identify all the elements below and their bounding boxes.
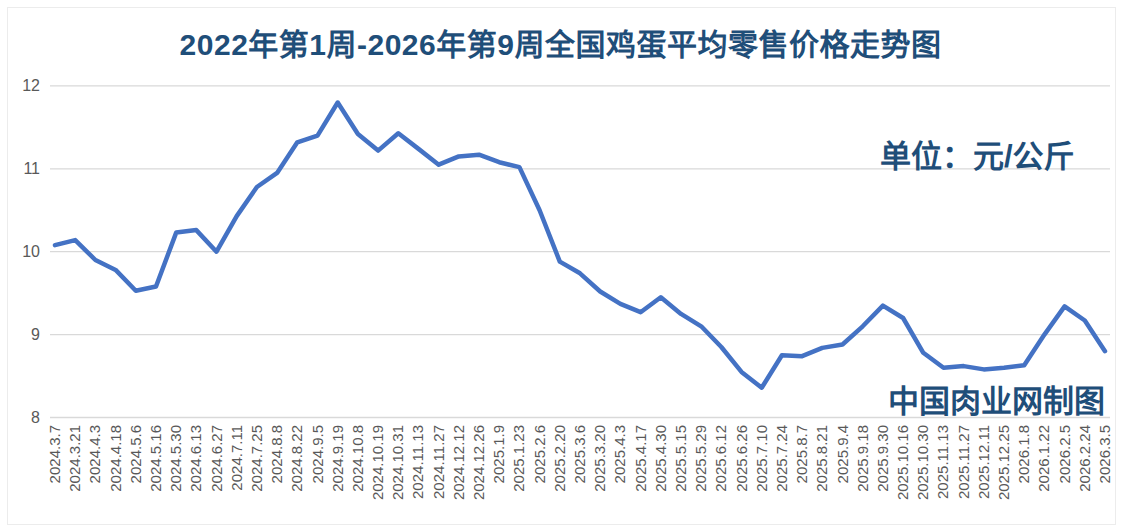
x-axis-tick-label: 2024.9.5 bbox=[309, 425, 327, 483]
x-axis-tick-label: 2024.5.6 bbox=[127, 425, 145, 483]
y-axis-tick-label: 9 bbox=[0, 324, 40, 346]
x-axis-tick-label: 2025.12.25 bbox=[995, 425, 1013, 500]
x-axis-tick-label: 2025.1.23 bbox=[510, 425, 528, 492]
x-axis-tick-label: 2025.10.16 bbox=[894, 425, 912, 500]
x-axis-tick-label: 2024.7.11 bbox=[228, 425, 246, 491]
x-axis-tick-label: 2025.8.7 bbox=[793, 425, 811, 483]
chart-title: 2022年第1周-2026年第9周全国鸡蛋平均零售价格走势图 bbox=[0, 20, 1121, 64]
x-axis-tick-label: 2026.1.22 bbox=[1035, 425, 1053, 492]
x-axis-tick-label: 2025.3.6 bbox=[571, 425, 589, 483]
watermark-label: 中国肉业网制图 bbox=[888, 376, 1105, 421]
x-axis-tick-label: 2024.8.8 bbox=[268, 425, 286, 483]
x-axis-tick-label: 2024.3.21 bbox=[66, 425, 84, 492]
x-axis-tick-label: 2025.7.10 bbox=[753, 425, 771, 492]
x-axis-tick-label: 2025.6.12 bbox=[712, 425, 730, 492]
x-axis-tick-label: 2024.12.12 bbox=[450, 425, 468, 500]
x-axis-tick-label: 2025.1.9 bbox=[490, 425, 508, 483]
x-axis-tick-label: 2024.7.25 bbox=[248, 425, 266, 492]
x-axis-tick-label: 2026.1.8 bbox=[1015, 425, 1033, 483]
x-axis-tick-label: 2025.9.4 bbox=[834, 425, 852, 483]
y-axis-tick-label: 11 bbox=[0, 158, 40, 180]
x-axis-tick-label: 2025.9.18 bbox=[854, 425, 872, 492]
x-axis-tick-label: 2025.6.26 bbox=[733, 425, 751, 492]
x-axis-tick-label: 2024.6.27 bbox=[208, 425, 226, 492]
x-axis-tick-label: 2024.4.18 bbox=[107, 425, 125, 492]
x-axis-tick-label: 2025.4.3 bbox=[611, 425, 629, 483]
y-axis-tick-label: 12 bbox=[0, 75, 40, 97]
x-axis-tick-label: 2024.11.13 bbox=[409, 425, 427, 499]
x-axis-tick-label: 2025.11.27 bbox=[955, 425, 973, 499]
x-axis-tick-label: 2024.10.8 bbox=[349, 425, 367, 492]
x-axis-tick-label: 2024.9.19 bbox=[329, 425, 347, 492]
x-axis-tick-label: 2024.10.31 bbox=[389, 425, 407, 500]
x-axis-tick-label: 2025.3.20 bbox=[591, 425, 609, 492]
x-axis-tick-label: 2025.2.20 bbox=[551, 425, 569, 492]
x-axis-tick-label: 2026.2.5 bbox=[1056, 425, 1074, 483]
x-axis-tick-label: 2024.4.3 bbox=[86, 425, 104, 483]
x-axis-tick-label: 2025.9.30 bbox=[874, 425, 892, 492]
x-axis-tick-label: 2024.5.16 bbox=[147, 425, 165, 492]
x-axis-tick-label: 2025.11.13 bbox=[934, 425, 952, 499]
x-axis-tick-label: 2025.5.15 bbox=[672, 425, 690, 492]
x-axis-tick-label: 2026.2.24 bbox=[1076, 425, 1094, 492]
x-axis-tick-label: 2025.7.24 bbox=[773, 425, 791, 492]
egg-price-trend-chart: 2022年第1周-2026年第9周全国鸡蛋平均零售价格走势图 单位：元/公斤 中… bbox=[0, 0, 1121, 530]
x-axis-tick-label: 2025.5.29 bbox=[692, 425, 710, 492]
x-axis-tick-label: 2025.2.6 bbox=[531, 425, 549, 483]
x-axis-tick-label: 2025.4.17 bbox=[632, 425, 650, 492]
x-axis-tick-label: 2024.12.26 bbox=[470, 425, 488, 500]
x-axis-tick-label: 2024.5.30 bbox=[167, 425, 185, 492]
x-axis-tick-label: 2024.10.19 bbox=[369, 425, 387, 500]
x-axis-tick-label: 2026.3.5 bbox=[1096, 425, 1114, 483]
x-axis-tick-label: 2024.8.22 bbox=[288, 425, 306, 492]
x-axis-tick-label: 2024.6.13 bbox=[187, 425, 205, 492]
x-axis-tick-label: 2025.8.21 bbox=[813, 425, 831, 492]
x-axis-tick-label: 2024.11.27 bbox=[430, 425, 448, 499]
y-axis-tick-label: 8 bbox=[0, 407, 40, 429]
y-axis-tick-label: 10 bbox=[0, 241, 40, 263]
x-axis-tick-label: 2025.10.30 bbox=[914, 425, 932, 500]
x-axis-tick-label: 2025.4.30 bbox=[652, 425, 670, 492]
x-axis-tick-label: 2025.12.11 bbox=[975, 425, 993, 499]
x-axis-tick-label: 2024.3.7 bbox=[46, 425, 64, 483]
unit-label: 单位：元/公斤 bbox=[880, 131, 1075, 176]
